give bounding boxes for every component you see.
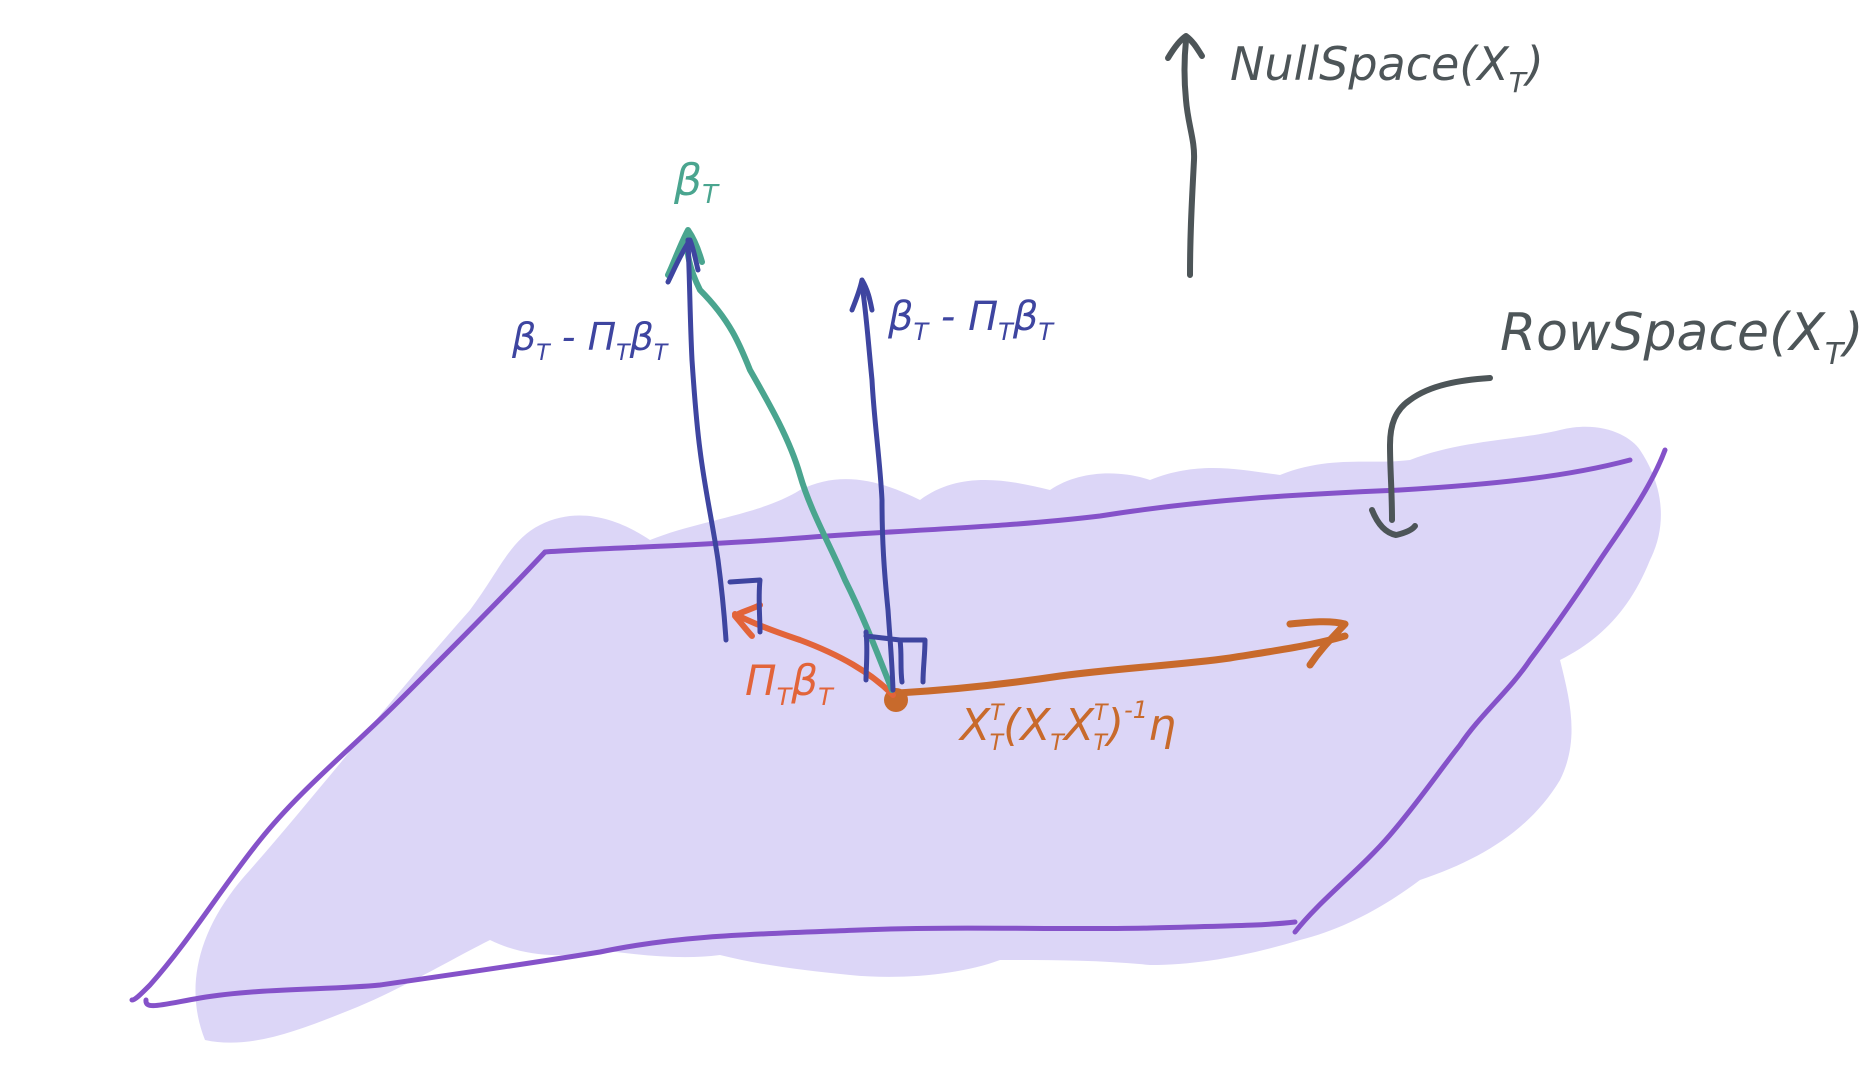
beta-label: βT <box>673 155 720 210</box>
nullspace-arrow-line <box>1181 37 1198 278</box>
residual-left-line <box>685 237 729 643</box>
right-angle-mark-left <box>727 577 763 635</box>
projection-vector-line <box>732 611 896 698</box>
beta-vector-arrowhead <box>665 227 705 278</box>
rowspace-pointer-line <box>1387 375 1493 523</box>
beta-vector-line <box>684 232 895 693</box>
nullspace-label: NullSpace(XT) <box>1230 37 1544 99</box>
residual-left-arrowhead <box>665 237 701 285</box>
plane-edge-right <box>1292 447 1668 935</box>
projection-label: ΠTβT <box>745 656 835 711</box>
residual-right-line <box>859 282 896 693</box>
plane-edge-left <box>129 549 548 1003</box>
right-angle-mark-right <box>863 629 928 685</box>
plane-edge-top <box>542 457 1633 555</box>
offset-label: XT T(XTXT T)-1η <box>958 696 1176 756</box>
rowspace-label: RowSpace(XT) <box>1500 303 1863 372</box>
rowspace-pointer-arrowhead <box>1369 507 1418 538</box>
offset-vector-arrowhead <box>1286 618 1349 669</box>
residual-left-label: βT - ΠTβT <box>511 315 669 366</box>
rowspace-plane-fill <box>195 426 1661 1043</box>
plane-edge-bottom <box>143 919 1298 1009</box>
nullspace-arrowhead <box>1165 33 1205 61</box>
residual-right-label: βT - ΠTβT <box>887 294 1055 346</box>
offset-vector-line <box>894 632 1349 697</box>
projection-vector-arrowhead <box>732 602 763 639</box>
residual-right-arrowhead <box>849 277 875 313</box>
